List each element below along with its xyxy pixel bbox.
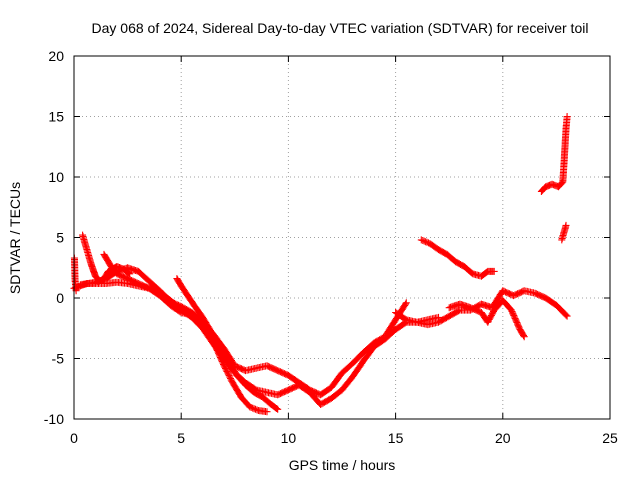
chart-title: Day 068 of 2024, Sidereal Day-to-day VTE… [92, 20, 589, 36]
y-tick-label: -10 [44, 411, 64, 427]
series-layer [70, 113, 571, 416]
x-tick-label: 15 [388, 430, 404, 446]
x-axis-label: GPS time / hours [289, 457, 396, 473]
axis-ticks [73, 55, 611, 420]
x-tick-label: 0 [70, 430, 78, 446]
x-tick-label: 25 [602, 430, 618, 446]
tick-labels: 0 5 10 15 20 25 -10 -5 0 5 10 15 20 [44, 48, 618, 446]
y-tick-label: 15 [48, 109, 64, 125]
y-tick-label: -5 [52, 351, 65, 367]
x-tick-label: 5 [177, 430, 185, 446]
y-axis-label: SDTVAR / TECUs [7, 182, 23, 294]
series-track-5 [173, 275, 282, 413]
marker-path [445, 296, 528, 341]
x-tick-label: 10 [281, 430, 297, 446]
y-tick-label: 0 [56, 290, 64, 306]
marker-path [173, 275, 282, 413]
series-track-8 [445, 296, 528, 341]
y-tick-label: 20 [48, 48, 64, 64]
marker-path [537, 113, 571, 195]
y-tick-label: 10 [48, 169, 64, 185]
marker-path [203, 326, 271, 416]
grid-lines [74, 56, 610, 419]
y-tick-label: 5 [56, 230, 64, 246]
series-track-6 [203, 326, 271, 416]
marker-path [558, 221, 570, 244]
series-track-10 [537, 113, 571, 195]
series-track-9 [417, 236, 498, 280]
marker-path [417, 236, 498, 280]
series-track-4 [100, 250, 207, 324]
marker-path [392, 287, 571, 329]
x-tick-label: 20 [495, 430, 511, 446]
series-track-7 [392, 287, 571, 329]
series-track-11 [558, 221, 570, 244]
marker-path [100, 250, 207, 324]
